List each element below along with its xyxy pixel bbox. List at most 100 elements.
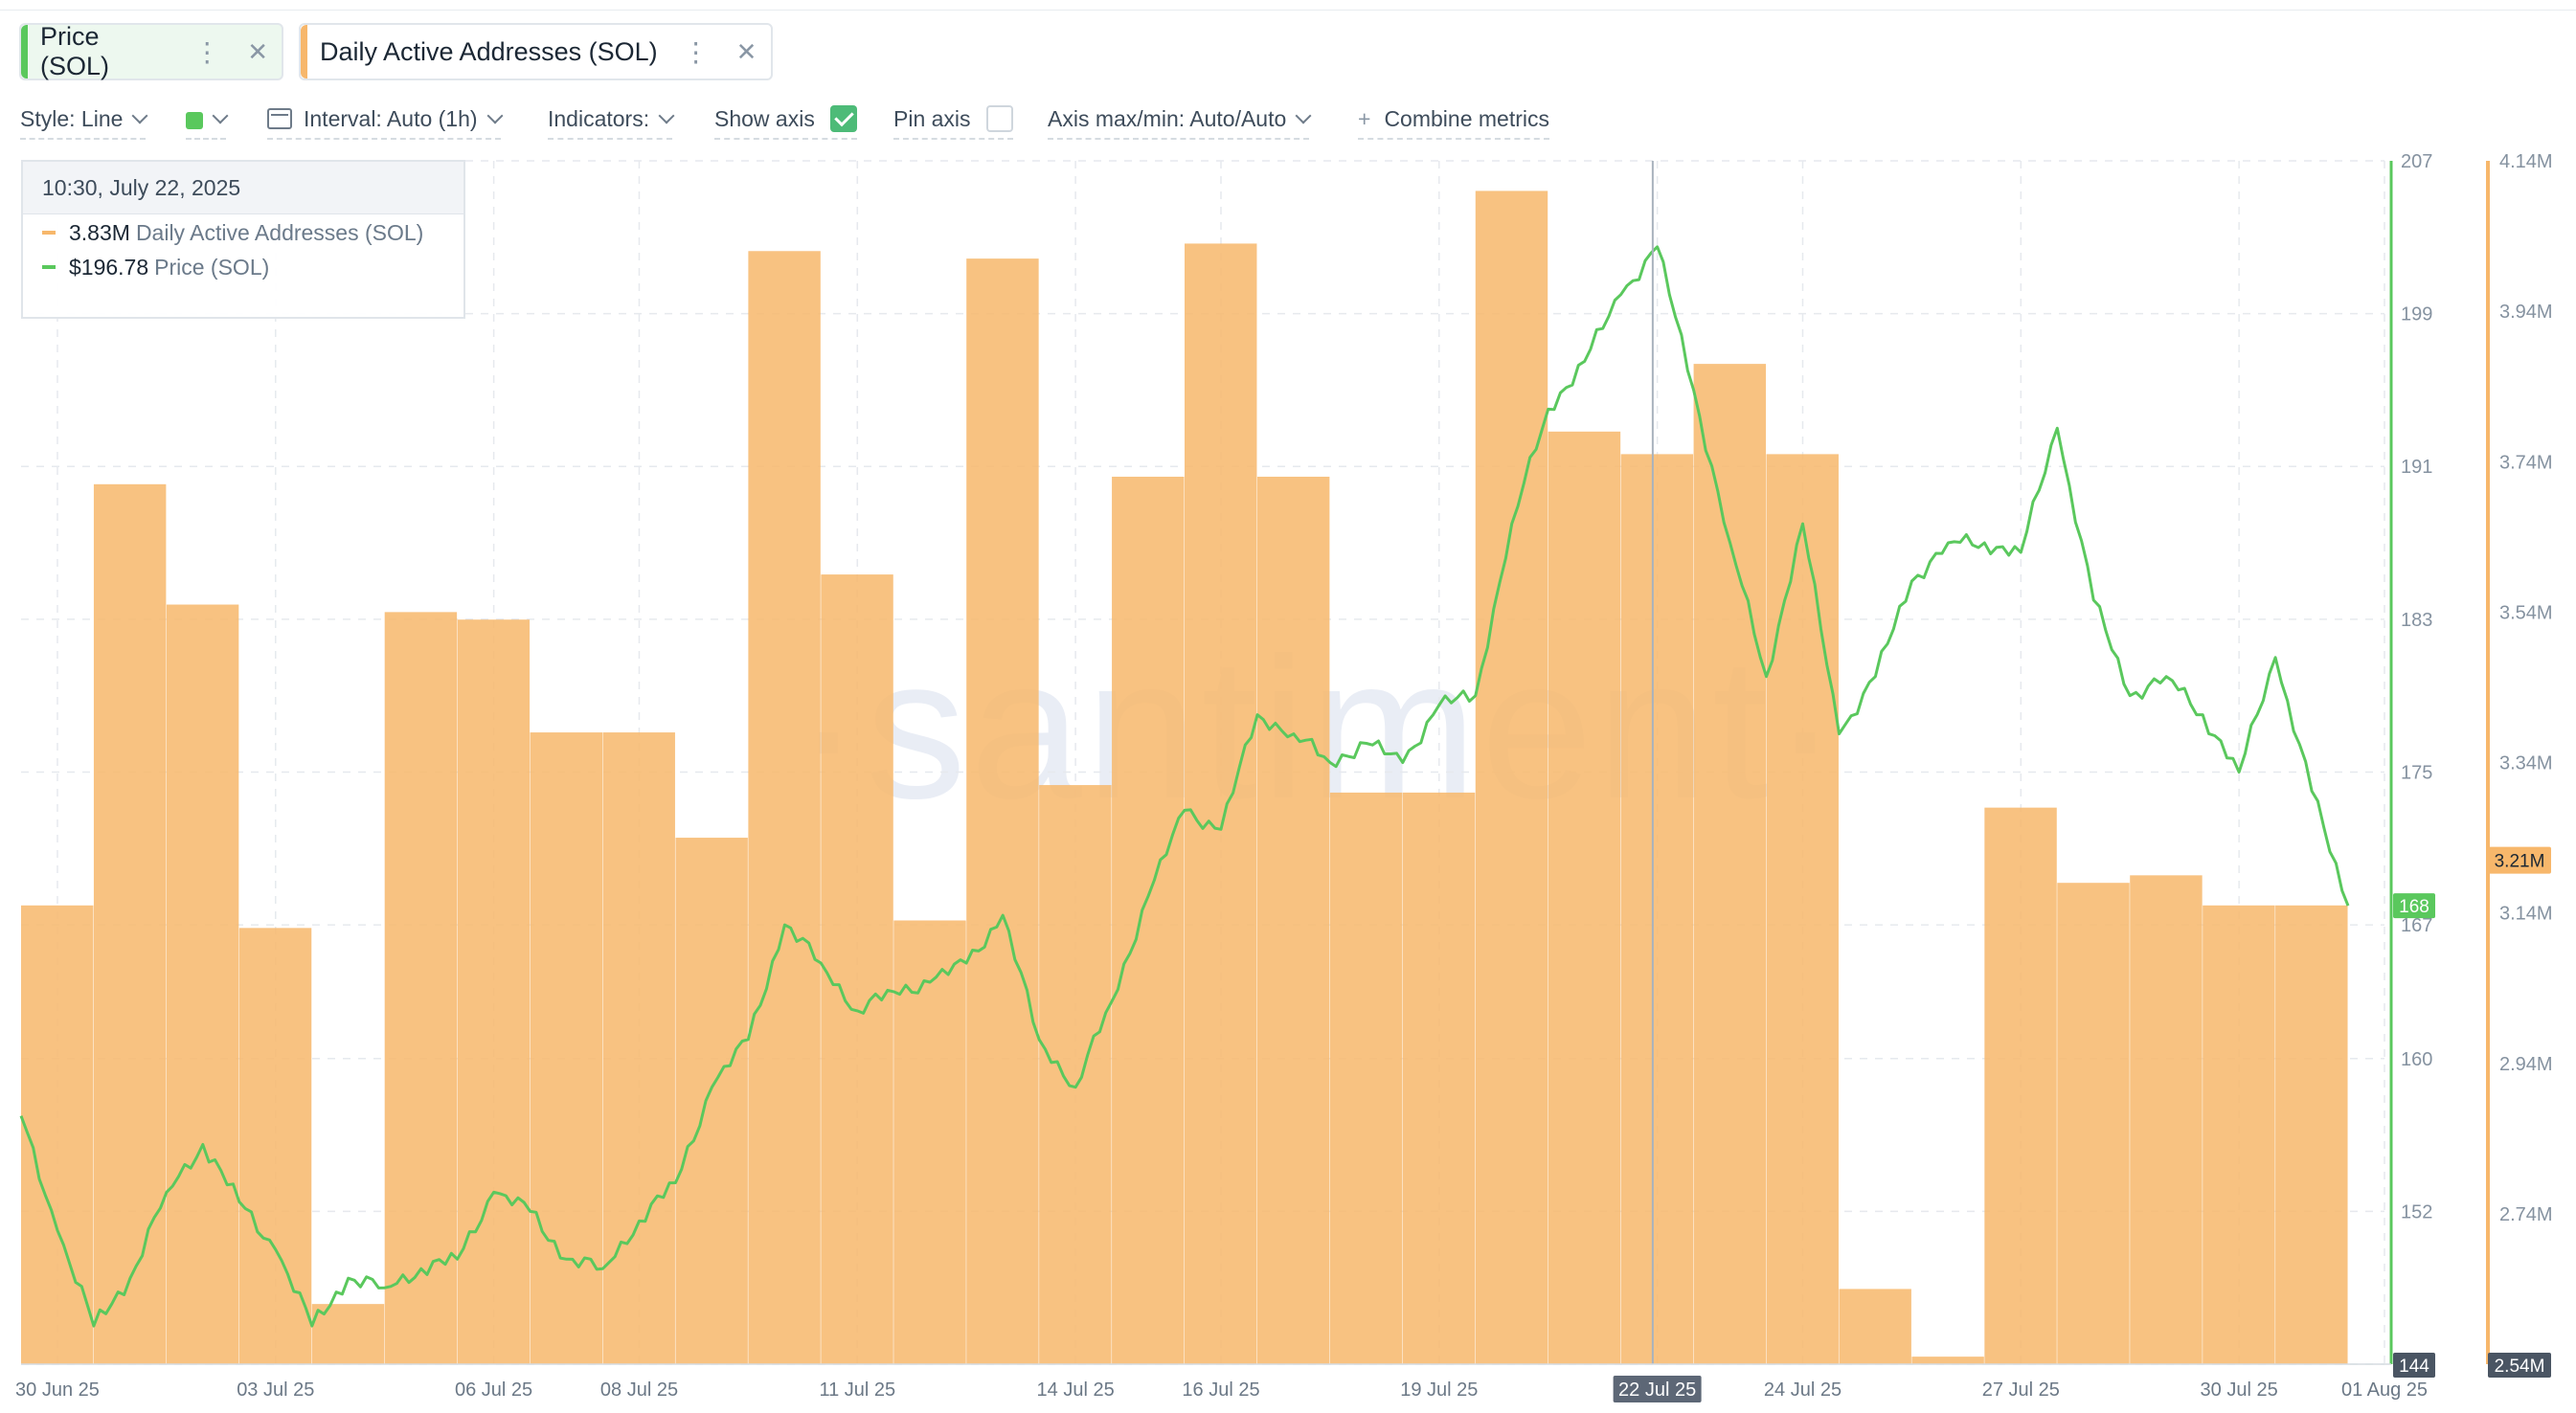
daa-bar[interactable] <box>457 619 531 1364</box>
more-options-icon[interactable]: ⋮ <box>682 36 710 67</box>
combine-metrics-button[interactable]: + Combine metrics <box>1358 100 1549 140</box>
axis-maxmin-dropdown[interactable]: Axis max/min: Auto/Auto <box>1048 100 1312 140</box>
daa-bar[interactable] <box>166 604 239 1364</box>
combine-metrics-label: Combine metrics <box>1384 106 1549 131</box>
x-tick-label: 30 Jun 25 <box>15 1379 100 1401</box>
daa-tick-label: 3.94M <box>2499 302 2553 323</box>
tooltip-price-value: $196.78 <box>69 255 149 280</box>
daa-bar[interactable] <box>1839 1289 1911 1364</box>
price-legend-dash <box>42 264 56 269</box>
plus-icon: + <box>1358 106 1371 131</box>
daa-current-badge <box>2488 846 2551 874</box>
daa-bar[interactable] <box>821 574 893 1364</box>
checkbox-checked-icon[interactable] <box>829 104 857 132</box>
x-tick-label: 22 Jul 25 <box>1618 1379 1696 1401</box>
show-axis-label: Show axis <box>714 106 815 131</box>
daa-bar[interactable] <box>93 483 167 1365</box>
daa-tick-label: 4.14M <box>2499 151 2553 172</box>
daa-bar[interactable] <box>1548 431 1621 1364</box>
pin-axis-toggle[interactable]: Pin axis <box>893 100 1013 140</box>
metric-chip-price[interactable]: Price (SOL) ⋮ ✕ <box>19 22 283 80</box>
daa-tick-label: 3.14M <box>2499 904 2553 925</box>
daa-tick-label: 2.74M <box>2499 1204 2553 1225</box>
tooltip-date: 10:30, July 22, 2025 <box>23 162 463 214</box>
tooltip-price-label: Price (SOL) <box>154 255 270 280</box>
price-min-badge <box>2393 1353 2435 1378</box>
checkbox-empty-icon[interactable] <box>985 104 1013 132</box>
daa-bar[interactable] <box>2057 883 2130 1364</box>
price-min-value: 144 <box>2399 1357 2429 1377</box>
price-tick-label: 199 <box>2401 304 2432 325</box>
daa-bar[interactable] <box>384 612 458 1364</box>
x-highlight-badge <box>1613 1376 1702 1402</box>
daa-bar[interactable] <box>2203 905 2275 1364</box>
close-icon[interactable]: ✕ <box>247 36 268 66</box>
show-axis-toggle[interactable]: Show axis <box>714 100 857 140</box>
daa-tick-label: 3.54M <box>2499 602 2553 623</box>
style-dropdown[interactable]: Style: Line <box>20 100 148 140</box>
daa-legend-dash <box>42 230 56 235</box>
x-tick-label: 11 Jul 25 <box>819 1379 895 1401</box>
interval-label: Interval: Auto (1h) <box>304 106 478 131</box>
x-tick-label: 16 Jul 25 <box>1182 1379 1259 1401</box>
daa-bar[interactable] <box>1112 476 1185 1364</box>
daa-bar[interactable] <box>21 905 94 1364</box>
daa-bar[interactable] <box>530 732 603 1364</box>
price-tick-label: 167 <box>2401 915 2432 936</box>
daa-bar[interactable] <box>748 251 821 1364</box>
close-icon[interactable]: ✕ <box>735 36 757 66</box>
price-tick-label: 207 <box>2401 151 2432 172</box>
tooltip-row-price: $196.78 Price (SOL) <box>23 251 463 283</box>
x-tick-label: 19 Jul 25 <box>1400 1379 1478 1401</box>
price-tick-label: 152 <box>2401 1201 2432 1222</box>
chart-tooltip: 10:30, July 22, 2025 3.83M Daily Active A… <box>21 160 465 319</box>
color-swatch <box>186 111 203 129</box>
daa-bar[interactable] <box>1329 792 1403 1364</box>
daa-bar[interactable] <box>966 258 1039 1365</box>
daa-bar[interactable] <box>1039 785 1112 1364</box>
daa-bar[interactable] <box>675 838 748 1364</box>
x-tick-label: 06 Jul 25 <box>455 1379 532 1401</box>
daa-bar[interactable] <box>1620 454 1694 1364</box>
price-tick-label: 175 <box>2401 762 2432 783</box>
price-tick-label: 183 <box>2401 610 2432 631</box>
daa-bar[interactable] <box>1475 191 1548 1364</box>
daa-bar[interactable] <box>1911 1357 1984 1364</box>
style-label: Style: Line <box>20 106 124 131</box>
pin-axis-label: Pin axis <box>893 106 971 131</box>
daa-tick-label: 2.94M <box>2499 1054 2553 1075</box>
daa-tick-label: 3.74M <box>2499 452 2553 473</box>
price-line[interactable] <box>19 245 2350 1328</box>
tooltip-row-daa: 3.83M Daily Active Addresses (SOL) <box>23 216 463 249</box>
daa-bar[interactable] <box>1984 807 2057 1364</box>
daa-bar[interactable] <box>1693 364 1767 1364</box>
daa-bar[interactable] <box>2130 875 2203 1364</box>
daa-bar[interactable] <box>1402 792 1476 1364</box>
daa-min-badge <box>2488 1353 2551 1378</box>
price-current-badge <box>2393 893 2435 919</box>
price-tick-label: 191 <box>2401 457 2432 478</box>
interval-dropdown[interactable]: Interval: Auto (1h) <box>267 100 504 140</box>
indicators-dropdown[interactable]: Indicators: <box>548 100 675 140</box>
daa-bar[interactable] <box>893 920 966 1364</box>
daa-min-value: 2.54M <box>2495 1357 2545 1377</box>
metric-chip-daa[interactable]: Daily Active Addresses (SOL) ⋮ ✕ <box>299 23 773 80</box>
metric-color-bar <box>21 25 28 78</box>
daa-bar[interactable] <box>1185 243 1257 1365</box>
x-tick-label: 30 Jul 25 <box>2201 1379 2278 1401</box>
indicators-label: Indicators: <box>548 106 650 131</box>
daa-tick-label: 3.34M <box>2499 753 2553 774</box>
x-tick-label: 24 Jul 25 <box>1764 1379 1842 1401</box>
metric-label: Price (SOL) <box>40 22 110 80</box>
x-tick-label: 01 Aug 25 <box>2341 1379 2428 1401</box>
x-tick-label: 27 Jul 25 <box>1982 1379 2060 1401</box>
daa-bar[interactable] <box>602 732 675 1364</box>
price-tick-label: 160 <box>2401 1049 2432 1070</box>
color-dropdown[interactable] <box>186 100 229 140</box>
calendar-icon <box>267 107 292 129</box>
more-options-icon[interactable]: ⋮ <box>193 36 221 67</box>
daa-bar[interactable] <box>1766 454 1839 1364</box>
daa-bar[interactable] <box>1256 476 1330 1364</box>
daa-bar[interactable] <box>2275 905 2348 1364</box>
